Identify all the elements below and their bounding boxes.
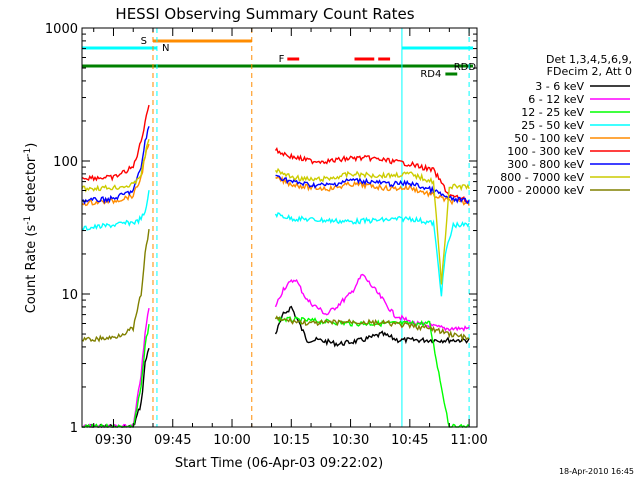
series-800-7000-kev	[81, 138, 470, 285]
legend-label-7000-20000-kev: 7000 - 20000 keV	[486, 184, 584, 197]
chart-title: HESSI Observing Summary Count Rates	[115, 5, 414, 23]
series-50-100-kev	[81, 143, 470, 207]
x-tick-label: 10:15	[273, 433, 310, 448]
plot-frame	[81, 27, 478, 428]
series-100-300-kev	[81, 104, 470, 203]
x-tick-label: 09:45	[154, 433, 191, 448]
x-tick-label: 10:00	[213, 433, 250, 448]
legend: Det 1,3,4,5,6,9,FDecim 2, Att 0 3 - 6 keV…	[486, 53, 632, 197]
flag-label: RD4	[420, 69, 441, 80]
flag-label: N	[162, 43, 169, 54]
x-tick-label: 10:45	[391, 433, 428, 448]
legend-label-100-300-kev: 100 - 300 keV	[507, 145, 584, 158]
footer-date: 18-Apr-2010 16:45	[559, 467, 634, 476]
y-tick-label: 10	[61, 288, 78, 303]
flag-label: F	[279, 54, 285, 65]
legend-label-12-25-kev: 12 - 25 keV	[521, 106, 584, 119]
legend-label-6-12-kev: 6 - 12 keV	[528, 93, 584, 106]
vertical-markers	[152, 28, 470, 427]
y-tick-label: 1000	[45, 22, 78, 37]
legend-label-3-6-kev: 3 - 6 keV	[535, 80, 584, 93]
y-tick-label: 1	[70, 421, 78, 436]
series-25-50-kev	[81, 190, 470, 297]
series-300-800-kev	[81, 126, 470, 205]
legend-header-line: FDecim 2, Att 0	[547, 65, 632, 78]
x-tick-label: 09:30	[95, 433, 132, 448]
legend-label-50-100-kev: 50 - 100 keV	[514, 132, 584, 145]
legend-label-25-50-kev: 25 - 50 keV	[521, 119, 584, 132]
legend-header-line: Det 1,3,4,5,6,9,	[546, 53, 632, 66]
axes: 09:30 09:45 10:00 10:15 10:30 10:45 11:00 1 10 10…	[45, 22, 488, 448]
legend-label-300-800-kev: 300 - 800 keV	[507, 158, 584, 171]
x-axis-label: Start Time (06-Apr-03 09:22:02)	[175, 456, 383, 471]
legend-label-800-7000-kev: 800 - 7000 keV	[500, 171, 584, 184]
flag-bars: S N F RDD RD4	[81, 36, 477, 80]
x-tick-label: 11:00	[450, 433, 487, 448]
flag-label: RDD	[454, 62, 477, 73]
y-tick-label: 100	[53, 155, 78, 170]
series-7000-20000-kev	[81, 229, 470, 343]
y-axis-label: Count Rate (s-1 detector-1)	[23, 143, 39, 314]
x-tick-label: 10:30	[332, 433, 369, 448]
data-series	[81, 104, 470, 429]
flag-label: S	[141, 36, 147, 47]
